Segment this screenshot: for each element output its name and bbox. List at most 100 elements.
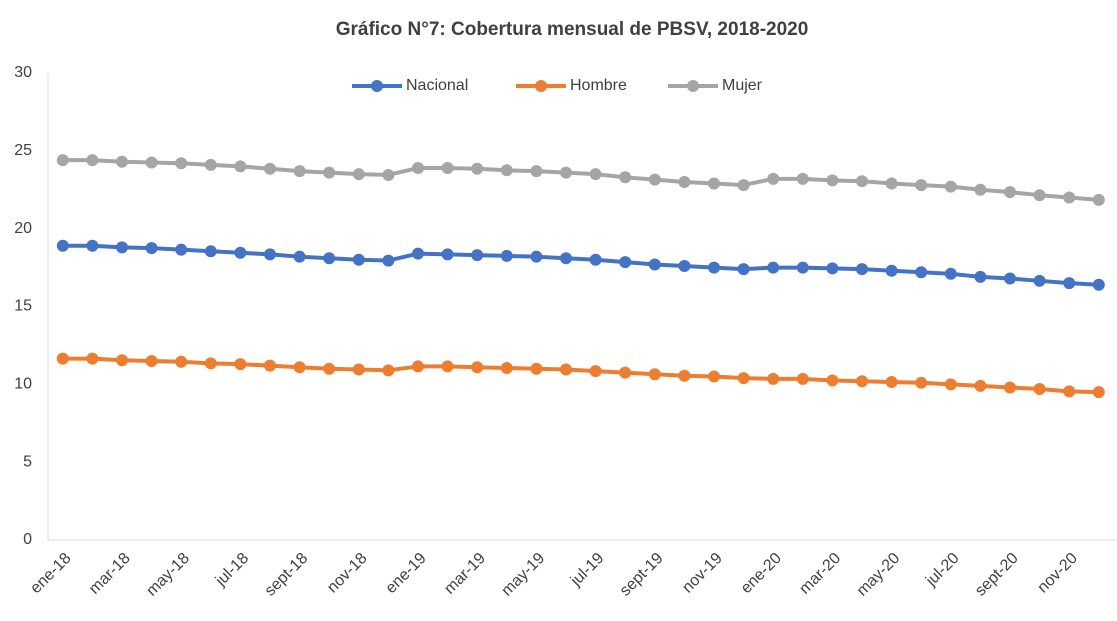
- point: [619, 256, 632, 269]
- legend-label: Hombre: [570, 77, 627, 94]
- point: [500, 249, 513, 262]
- point: [796, 261, 809, 274]
- point: [708, 177, 720, 190]
- chart-title: Gráfico N°7: Cobertura mensual de PBSV, …: [336, 19, 809, 40]
- point: [86, 239, 99, 252]
- point: [885, 264, 898, 277]
- legend-label: Mujer: [722, 77, 763, 94]
- point: [826, 374, 839, 387]
- point: [974, 270, 987, 283]
- point: [234, 358, 247, 371]
- point: [441, 248, 454, 261]
- point: [471, 162, 484, 175]
- point: [944, 378, 957, 391]
- x-tick-label: mar-19: [441, 550, 489, 598]
- point: [204, 357, 217, 370]
- point: [204, 158, 217, 171]
- point: [767, 261, 780, 274]
- point: [648, 368, 661, 381]
- point: [1092, 386, 1105, 399]
- point: [412, 161, 424, 174]
- point: [86, 352, 99, 365]
- point: [471, 249, 484, 262]
- point: [500, 164, 513, 177]
- point: [1063, 385, 1076, 398]
- point: [1004, 381, 1016, 394]
- point: [471, 361, 484, 374]
- point: [1092, 193, 1105, 206]
- point: [1033, 383, 1046, 396]
- point: [737, 179, 750, 192]
- point: [1092, 278, 1105, 291]
- point: [1063, 277, 1076, 290]
- point: [56, 154, 69, 167]
- point: [619, 171, 632, 184]
- point: [293, 361, 306, 374]
- point: [382, 168, 395, 181]
- point: [116, 241, 128, 254]
- x-tick-label: nov-18: [324, 550, 371, 597]
- point: [648, 173, 661, 186]
- point: [234, 246, 247, 259]
- point: [145, 156, 158, 169]
- point: [204, 245, 217, 258]
- x-tick-label: ene-20: [738, 550, 785, 597]
- series-line: [62, 243, 1099, 287]
- point: [974, 183, 987, 196]
- point: [885, 177, 898, 190]
- point: [915, 179, 928, 192]
- point: [589, 168, 602, 181]
- x-tick-label: nov-19: [679, 550, 726, 597]
- x-tick-label: jul-18: [212, 550, 252, 590]
- point: [323, 362, 336, 375]
- point: [412, 247, 424, 260]
- point: [619, 366, 632, 379]
- point: [264, 248, 276, 261]
- legend-marker: [687, 80, 699, 92]
- legend-label: Nacional: [406, 77, 468, 94]
- point: [234, 160, 247, 173]
- point: [293, 165, 306, 178]
- y-tick-label: 0: [23, 531, 32, 548]
- point: [56, 352, 69, 365]
- point: [145, 354, 158, 367]
- x-tick-label: sept-19: [617, 550, 667, 600]
- x-tick-label: mar-20: [796, 550, 844, 598]
- legend-marker: [371, 80, 383, 92]
- point: [323, 166, 336, 179]
- legend-marker: [535, 80, 547, 92]
- point: [352, 168, 365, 181]
- point: [856, 263, 868, 276]
- point: [560, 166, 572, 179]
- point: [1033, 189, 1046, 202]
- point: [678, 175, 691, 188]
- point: [1004, 186, 1016, 199]
- point: [145, 242, 158, 255]
- y-tick-label: 5: [23, 453, 32, 470]
- point: [589, 253, 602, 266]
- y-tick-label: 30: [14, 64, 32, 81]
- point: [560, 252, 572, 265]
- point: [1033, 274, 1046, 287]
- y-tick-label: 15: [14, 298, 32, 315]
- point: [352, 363, 365, 376]
- point: [678, 260, 691, 273]
- point: [885, 375, 898, 388]
- point: [175, 355, 188, 368]
- point: [86, 154, 99, 167]
- point: [944, 180, 957, 193]
- point: [589, 365, 602, 378]
- point: [974, 379, 987, 392]
- x-tick-label: may-20: [854, 550, 904, 600]
- point: [856, 175, 868, 188]
- point: [382, 254, 395, 267]
- point: [1063, 191, 1076, 204]
- point: [796, 372, 809, 385]
- point: [116, 155, 128, 168]
- point: [560, 363, 572, 376]
- x-tick-label: sept-18: [262, 550, 312, 600]
- point: [352, 253, 365, 266]
- point: [175, 157, 188, 170]
- point: [382, 364, 395, 377]
- point: [293, 250, 306, 263]
